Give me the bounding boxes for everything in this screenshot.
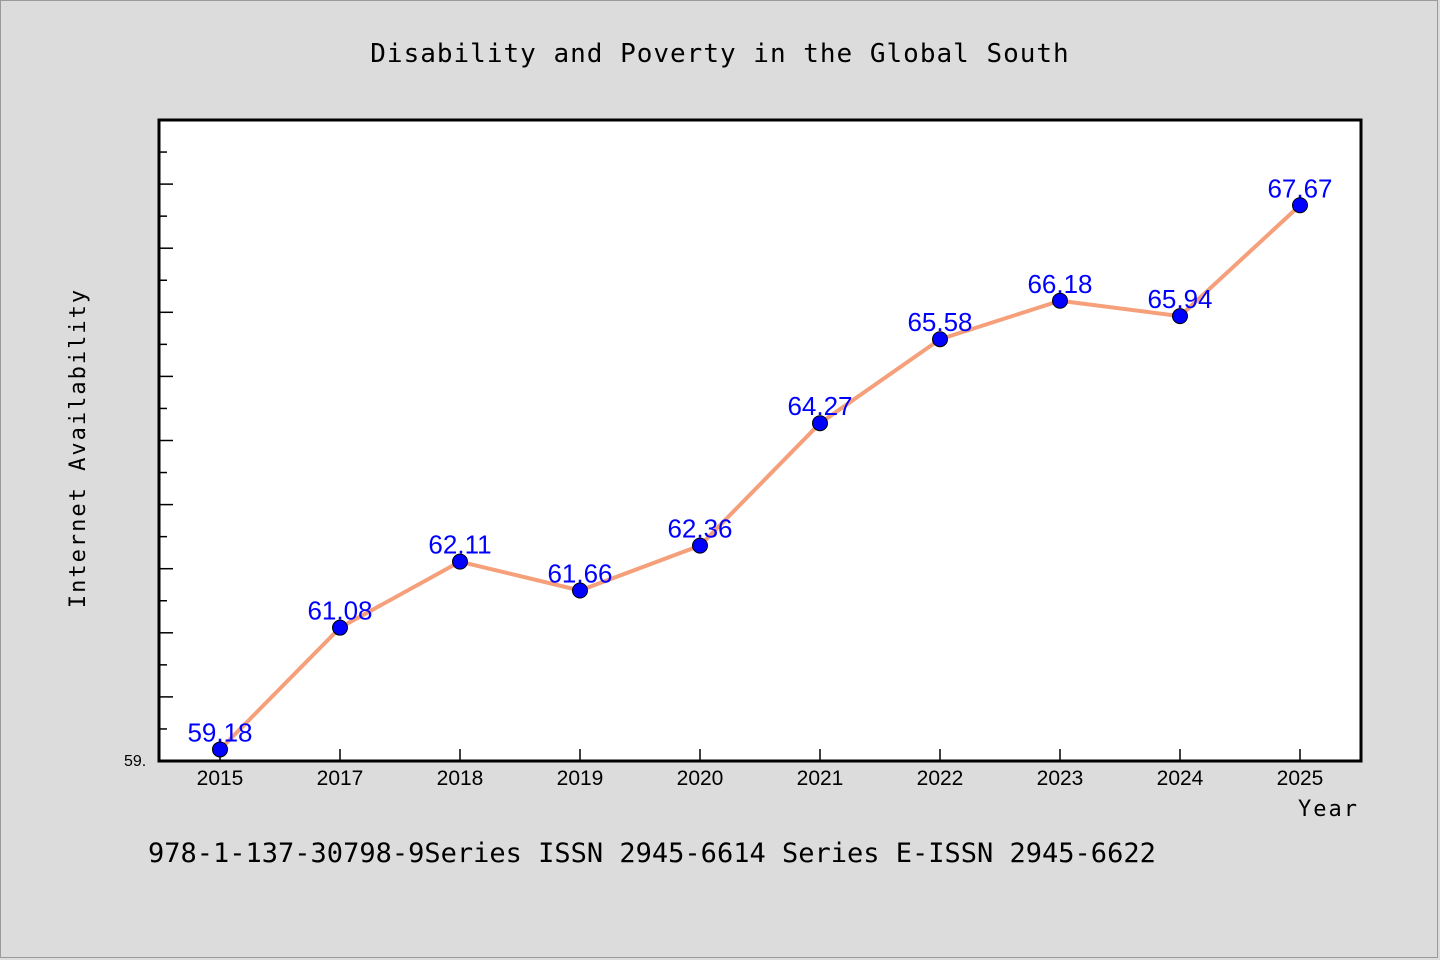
data-label: 62.36 [667,514,732,544]
footer-identifiers: 978-1-137-30798-9Series ISSN 2945-6614 S… [148,838,1156,869]
data-label: 64.27 [787,391,852,421]
series-line [218,203,1302,751]
data-point [212,741,228,758]
data-point [932,331,948,348]
data-point [692,537,708,554]
x-tick-label: 2022 [917,767,964,790]
data-point [332,619,348,636]
x-tick-label: 2015 [197,767,244,790]
data-point [1292,197,1308,214]
data-label: 61.08 [307,596,372,626]
x-tick-label: 2023 [1037,767,1084,790]
x-axis-tick-labels: 2015 2017 2018 2019 2020 2021 2022 2023 2024 2025 [197,767,1324,790]
y-axis-label: Internet Availability [66,288,91,608]
data-label: 59.18 [187,717,252,747]
x-tick-label: 2019 [557,767,604,790]
data-point [1172,308,1188,325]
plot-area [157,118,1363,763]
data-label: 67.67 [1267,173,1332,203]
data-label: 65.58 [907,307,972,337]
x-tick-label: 2021 [797,767,844,790]
data-label: 66.18 [1027,269,1092,299]
data-point [452,553,468,570]
series-markers [212,197,1308,758]
x-tick-label: 2024 [1157,767,1204,790]
data-labels: 59.18 61.08 62.11 61.66 62.36 64.27 65.58 66.18… [187,173,1332,747]
x-axis-label: Year [1298,797,1359,822]
y-axis-ticks [159,119,173,762]
y-axis-min-label: 59. [124,753,146,770]
x-tick-label: 2018 [437,767,484,790]
x-tick-label: 2025 [1277,767,1324,790]
chart-title: Disability and Poverty in the Global Sou… [370,39,1069,69]
x-tick-label: 2017 [317,767,364,790]
data-point [572,582,588,599]
data-point [1052,292,1068,309]
data-label: 62.11 [428,530,491,560]
x-tick-label: 2020 [677,767,724,790]
data-label: 61.66 [547,558,612,588]
data-point [812,415,828,432]
data-label: 65.94 [1147,284,1212,314]
